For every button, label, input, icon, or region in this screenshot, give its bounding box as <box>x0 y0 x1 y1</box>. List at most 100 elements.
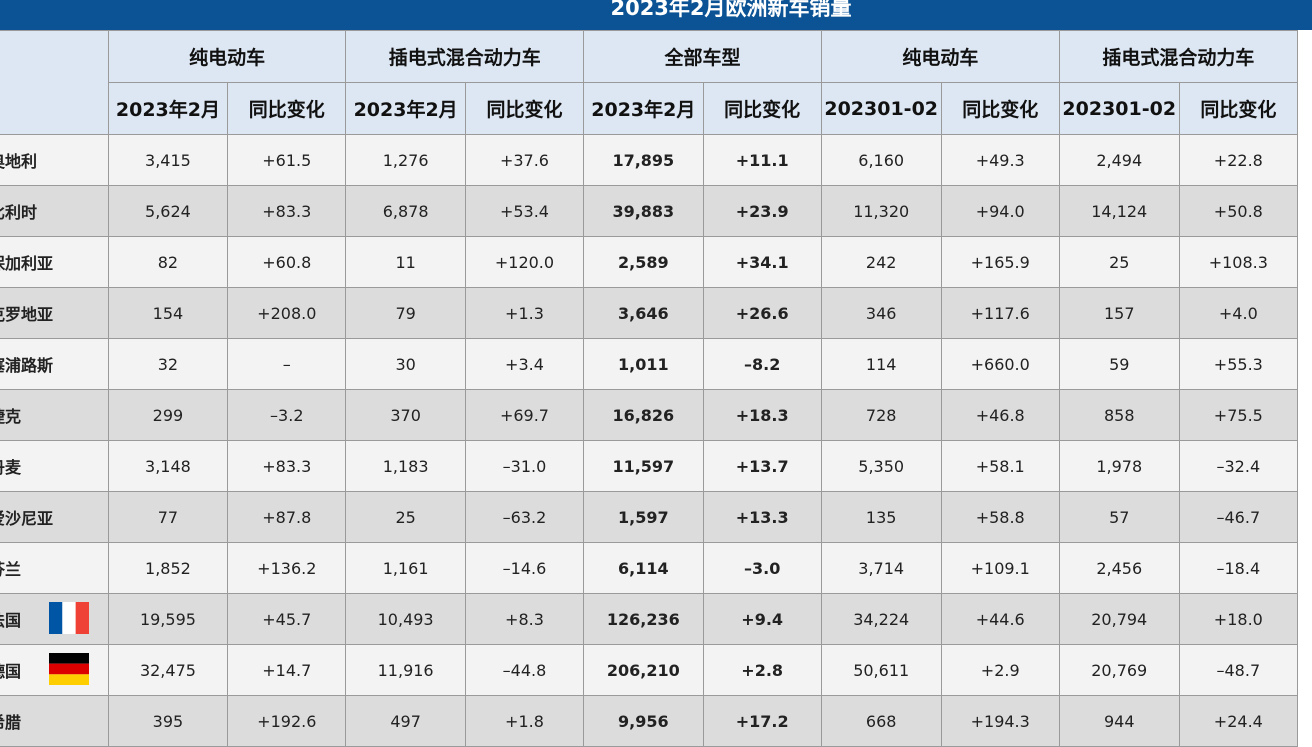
country-cell: 保加利亚 <box>0 236 109 288</box>
change-cell: +44.6 <box>940 593 1060 645</box>
country-name: 德国 <box>0 662 22 681</box>
change-cell: +24.4 <box>1178 695 1299 747</box>
value-cell: 1,183 <box>345 440 466 492</box>
group-header-phev-ytd: 插电式混合动力车 <box>1058 30 1299 83</box>
value-cell: 1,161 <box>345 542 466 594</box>
change-cell: +45.7 <box>227 593 347 645</box>
change-cell: –3.2 <box>227 389 347 441</box>
value-cell: 858 <box>1058 389 1180 441</box>
table-title: 2023年2月欧洲新车销量 <box>0 0 1312 30</box>
value-cell: 17,895 <box>583 134 704 186</box>
value-cell: 728 <box>820 389 942 441</box>
change-cell: +14.7 <box>227 644 347 696</box>
change-cell: +117.6 <box>940 287 1060 339</box>
sub-header: 同比变化 <box>227 82 347 135</box>
sub-header: 202301-02 <box>1058 82 1180 135</box>
country-cell: 德国 <box>0 644 109 696</box>
group-header-all-month: 全部车型 <box>583 30 822 83</box>
change-cell: –32.4 <box>1178 440 1299 492</box>
change-cell: +87.8 <box>227 491 347 543</box>
country-name: 芬兰 <box>0 560 22 579</box>
table-row: 爱沙尼亚 77+87.825–63.21,597+13.3135+58.857–4… <box>0 491 1299 543</box>
sub-header: 同比变化 <box>702 82 822 135</box>
value-cell: 2,589 <box>583 236 704 288</box>
value-cell: 9,956 <box>583 695 704 747</box>
value-cell: 2,456 <box>1058 542 1180 594</box>
value-cell: 32 <box>107 338 229 390</box>
value-cell: 1,978 <box>1058 440 1180 492</box>
change-cell: +46.8 <box>940 389 1060 441</box>
change-cell: +660.0 <box>940 338 1060 390</box>
value-cell: 3,415 <box>107 134 229 186</box>
value-cell: 57 <box>1058 491 1180 543</box>
change-cell: +69.7 <box>464 389 585 441</box>
table-body: 奥地利3,415+61.51,276+37.617,895+11.16,160+… <box>0 134 1299 747</box>
sub-header-row: 2023年2月 同比变化 2023年2月 同比变化 2023年2月 同比变化 2… <box>0 82 1299 135</box>
change-cell: +9.4 <box>702 593 822 645</box>
sub-header: 同比变化 <box>464 82 585 135</box>
change-cell: +165.9 <box>940 236 1060 288</box>
value-cell: 19,595 <box>107 593 229 645</box>
change-cell: +3.4 <box>464 338 585 390</box>
value-cell: 11,916 <box>345 644 466 696</box>
change-cell: –31.0 <box>464 440 585 492</box>
value-cell: 3,646 <box>583 287 704 339</box>
value-cell: 135 <box>820 491 942 543</box>
table-row: 芬兰 1,852+136.21,161–14.66,114–3.03,714+10… <box>0 542 1299 594</box>
change-cell: +60.8 <box>227 236 347 288</box>
country-name: 爱沙尼亚 <box>0 509 54 528</box>
change-cell: +194.3 <box>940 695 1060 747</box>
change-cell: +34.1 <box>702 236 822 288</box>
value-cell: 6,114 <box>583 542 704 594</box>
change-cell: –8.2 <box>702 338 822 390</box>
change-cell: +17.2 <box>702 695 822 747</box>
country-cell: 克罗地亚 <box>0 287 109 339</box>
change-cell: +58.8 <box>940 491 1060 543</box>
value-cell: 5,350 <box>820 440 942 492</box>
value-cell: 3,714 <box>820 542 942 594</box>
change-cell: +208.0 <box>227 287 347 339</box>
table-row: 法国 19,595+45.710,493+8.3126,236+9.434,224… <box>0 593 1299 645</box>
change-cell: –18.4 <box>1178 542 1299 594</box>
change-cell: +109.1 <box>940 542 1060 594</box>
value-cell: 14,124 <box>1058 185 1180 237</box>
france-flag-icon <box>49 602 89 634</box>
table-row: 克罗地亚 154+208.079+1.33,646+26.6346+117.615… <box>0 287 1299 339</box>
change-cell: +23.9 <box>702 185 822 237</box>
country-cell: 塞浦路斯 <box>0 338 109 390</box>
sub-header: 同比变化 <box>1178 82 1299 135</box>
value-cell: 30 <box>345 338 466 390</box>
change-cell: +18.0 <box>1178 593 1299 645</box>
sales-table: 纯电动车 插电式混合动力车 全部车型 纯电动车 插电式混合动力车 2023年2月… <box>0 30 1299 747</box>
table-row: 保加利亚 82+60.811+120.02,589+34.1242+165.925… <box>0 236 1299 288</box>
value-cell: 346 <box>820 287 942 339</box>
value-cell: 668 <box>820 695 942 747</box>
sub-header: 同比变化 <box>940 82 1060 135</box>
change-cell: +1.8 <box>464 695 585 747</box>
sub-header: 2023年2月 <box>345 82 466 135</box>
value-cell: 3,148 <box>107 440 229 492</box>
value-cell: 6,160 <box>820 134 942 186</box>
value-cell: 497 <box>345 695 466 747</box>
change-cell: +13.3 <box>702 491 822 543</box>
country-cell: 丹麦 <box>0 440 109 492</box>
country-name: 希腊 <box>0 713 22 732</box>
value-cell: 11,320 <box>820 185 942 237</box>
value-cell: 20,769 <box>1058 644 1180 696</box>
change-cell: +11.1 <box>702 134 822 186</box>
change-cell: +136.2 <box>227 542 347 594</box>
change-cell: +2.9 <box>940 644 1060 696</box>
value-cell: 25 <box>1058 236 1180 288</box>
change-cell: – <box>227 338 347 390</box>
value-cell: 6,878 <box>345 185 466 237</box>
value-cell: 2,494 <box>1058 134 1180 186</box>
country-name: 比利时 <box>0 203 38 222</box>
group-header-bev-month: 纯电动车 <box>107 30 347 83</box>
country-cell: 捷克 <box>0 389 109 441</box>
value-cell: 157 <box>1058 287 1180 339</box>
change-cell: +83.3 <box>227 185 347 237</box>
country-cell: 法国 <box>0 593 109 645</box>
value-cell: 34,224 <box>820 593 942 645</box>
country-cell: 比利时 <box>0 185 109 237</box>
